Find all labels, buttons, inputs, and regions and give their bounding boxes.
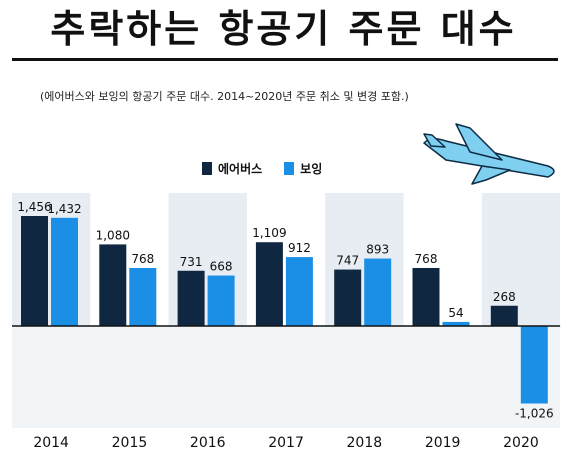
- bar-boeing-2015: [129, 267, 157, 326]
- x-tick-label: 2016: [190, 435, 226, 451]
- data-label: 268: [493, 290, 516, 304]
- data-label: 1,456: [17, 200, 51, 214]
- bar-airbus-2015: [99, 244, 127, 326]
- title-underline: [12, 58, 558, 61]
- x-tick-label: 2017: [268, 435, 304, 451]
- x-tick-label: 2019: [425, 435, 461, 451]
- bar-boeing-2020: [520, 326, 548, 404]
- data-label: 1,109: [252, 226, 286, 240]
- bar-boeing-2016: [207, 275, 235, 326]
- x-tick-label: 2014: [33, 435, 69, 451]
- data-label: 1,080: [96, 228, 130, 242]
- data-label: -1,026: [515, 407, 554, 421]
- bar-airbus-2018: [334, 269, 362, 326]
- lower-background: [12, 326, 561, 428]
- x-tick-label: 2018: [347, 435, 383, 451]
- data-label: 893: [366, 243, 389, 257]
- bar-airbus-2017: [255, 242, 283, 326]
- legend-item-boeing: 보잉: [284, 160, 322, 177]
- bar-airbus-2020: [490, 305, 518, 326]
- bar-boeing-2017: [285, 257, 313, 326]
- legend-label-airbus: 에어버스: [218, 162, 263, 176]
- data-label: 912: [288, 241, 311, 255]
- bar-boeing-2018: [364, 258, 392, 326]
- page-title: 추락하는 항공기 주문 대수: [50, 7, 517, 51]
- bar-boeing-2014: [51, 217, 78, 326]
- chart-legend: 에어버스 보잉: [202, 160, 344, 177]
- data-label: 768: [415, 252, 438, 266]
- data-label: 1,432: [47, 202, 81, 216]
- legend-label-boeing: 보잉: [300, 162, 323, 176]
- data-label: 54: [448, 306, 463, 320]
- data-label: 768: [131, 252, 154, 266]
- bar-airbus-2016: [177, 270, 205, 326]
- legend-swatch-boeing: [284, 162, 295, 175]
- x-tick-label: 2015: [112, 435, 148, 451]
- legend-item-airbus: 에어버스: [202, 160, 262, 177]
- x-tick-label: 2020: [503, 435, 539, 451]
- background-band: [481, 193, 561, 326]
- data-label: 747: [336, 254, 359, 268]
- bar-boeing-2019: [442, 321, 470, 326]
- airplane-icon: [423, 123, 555, 185]
- bar-airbus-2014: [21, 216, 48, 326]
- data-label: 668: [210, 260, 233, 274]
- bar-airbus-2019: [412, 267, 440, 326]
- legend-swatch-airbus: [202, 162, 212, 175]
- chart-subtitle: (에어버스와 보잉의 항공기 주문 대수. 2014~2020년 주문 취소 및…: [40, 90, 409, 103]
- data-label: 731: [180, 255, 203, 269]
